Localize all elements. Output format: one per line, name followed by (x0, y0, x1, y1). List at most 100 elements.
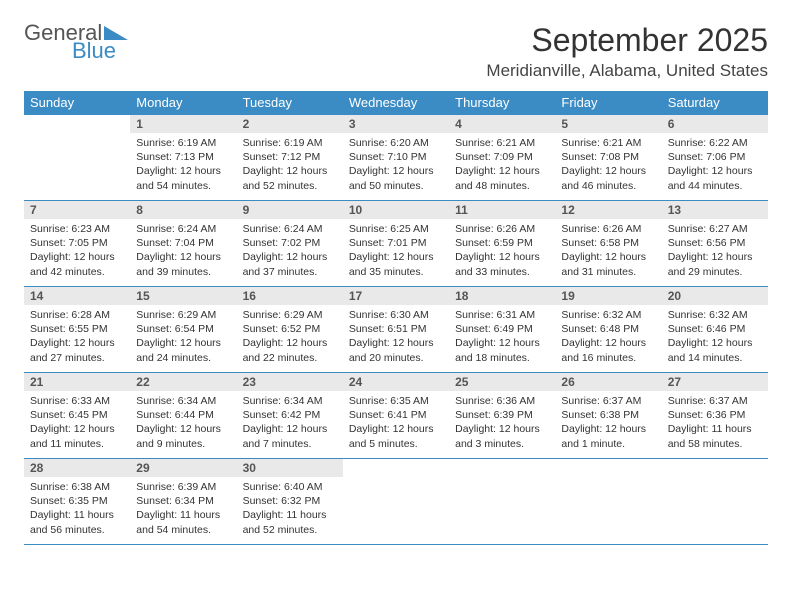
day-number: 10 (343, 201, 449, 219)
sunset-text: Sunset: 7:05 PM (30, 236, 124, 250)
sunset-text: Sunset: 7:10 PM (349, 150, 443, 164)
day-body: Sunrise: 6:39 AMSunset: 6:34 PMDaylight:… (130, 477, 236, 541)
daylight-text: Daylight: 12 hours and 7 minutes. (243, 422, 337, 450)
daylight-text: Daylight: 12 hours and 39 minutes. (136, 250, 230, 278)
sunrise-text: Sunrise: 6:21 AM (561, 136, 655, 150)
sunrise-text: Sunrise: 6:32 AM (561, 308, 655, 322)
sunrise-text: Sunrise: 6:40 AM (243, 480, 337, 494)
day-number: 29 (130, 459, 236, 477)
dow-header: Friday (555, 91, 661, 115)
sunset-text: Sunset: 6:56 PM (668, 236, 762, 250)
day-body: Sunrise: 6:29 AMSunset: 6:52 PMDaylight:… (237, 305, 343, 369)
daylight-text: Daylight: 12 hours and 9 minutes. (136, 422, 230, 450)
sunset-text: Sunset: 6:44 PM (136, 408, 230, 422)
day-of-week-row: Sunday Monday Tuesday Wednesday Thursday… (24, 91, 768, 115)
daylight-text: Daylight: 12 hours and 3 minutes. (455, 422, 549, 450)
sunset-text: Sunset: 6:51 PM (349, 322, 443, 336)
day-body: Sunrise: 6:24 AMSunset: 7:04 PMDaylight:… (130, 219, 236, 283)
daylight-text: Daylight: 12 hours and 1 minute. (561, 422, 655, 450)
sunrise-text: Sunrise: 6:26 AM (455, 222, 549, 236)
sunset-text: Sunset: 6:38 PM (561, 408, 655, 422)
daylight-text: Daylight: 12 hours and 52 minutes. (243, 164, 337, 192)
location-text: Meridianville, Alabama, United States (486, 61, 768, 81)
daylight-text: Daylight: 12 hours and 46 minutes. (561, 164, 655, 192)
day-body: Sunrise: 6:21 AMSunset: 7:08 PMDaylight:… (555, 133, 661, 197)
sunset-text: Sunset: 7:02 PM (243, 236, 337, 250)
sunrise-text: Sunrise: 6:24 AM (136, 222, 230, 236)
sunrise-text: Sunrise: 6:26 AM (561, 222, 655, 236)
sunrise-text: Sunrise: 6:32 AM (668, 308, 762, 322)
day-body: Sunrise: 6:26 AMSunset: 6:59 PMDaylight:… (449, 219, 555, 283)
daylight-text: Daylight: 12 hours and 29 minutes. (668, 250, 762, 278)
day-body: Sunrise: 6:25 AMSunset: 7:01 PMDaylight:… (343, 219, 449, 283)
sunset-text: Sunset: 6:39 PM (455, 408, 549, 422)
day-number: 23 (237, 373, 343, 391)
day-cell: 5Sunrise: 6:21 AMSunset: 7:08 PMDaylight… (555, 115, 661, 201)
sunset-text: Sunset: 7:08 PM (561, 150, 655, 164)
day-cell: 13Sunrise: 6:27 AMSunset: 6:56 PMDayligh… (662, 201, 768, 287)
day-body: Sunrise: 6:34 AMSunset: 6:42 PMDaylight:… (237, 391, 343, 455)
day-cell (449, 459, 555, 545)
day-number: 17 (343, 287, 449, 305)
day-number: 1 (130, 115, 236, 133)
day-cell (662, 459, 768, 545)
daylight-text: Daylight: 12 hours and 11 minutes. (30, 422, 124, 450)
sunset-text: Sunset: 6:58 PM (561, 236, 655, 250)
title-block: September 2025 Meridianville, Alabama, U… (486, 22, 768, 81)
week-row: 28Sunrise: 6:38 AMSunset: 6:35 PMDayligh… (24, 459, 768, 545)
dow-header: Monday (130, 91, 236, 115)
sunrise-text: Sunrise: 6:36 AM (455, 394, 549, 408)
day-cell: 11Sunrise: 6:26 AMSunset: 6:59 PMDayligh… (449, 201, 555, 287)
sunset-text: Sunset: 6:34 PM (136, 494, 230, 508)
day-cell: 18Sunrise: 6:31 AMSunset: 6:49 PMDayligh… (449, 287, 555, 373)
day-body: Sunrise: 6:35 AMSunset: 6:41 PMDaylight:… (343, 391, 449, 455)
day-number: 27 (662, 373, 768, 391)
day-number: 19 (555, 287, 661, 305)
day-body: Sunrise: 6:37 AMSunset: 6:38 PMDaylight:… (555, 391, 661, 455)
sunrise-text: Sunrise: 6:30 AM (349, 308, 443, 322)
sunset-text: Sunset: 6:41 PM (349, 408, 443, 422)
day-body: Sunrise: 6:30 AMSunset: 6:51 PMDaylight:… (343, 305, 449, 369)
day-number: 6 (662, 115, 768, 133)
daylight-text: Daylight: 12 hours and 20 minutes. (349, 336, 443, 364)
sunrise-text: Sunrise: 6:20 AM (349, 136, 443, 150)
day-cell: 22 Sunrise: 6:34 AMSunset: 6:44 PMDayligh… (130, 373, 236, 459)
daylight-text: Daylight: 12 hours and 14 minutes. (668, 336, 762, 364)
day-body: Sunrise: 6:36 AMSunset: 6:39 PMDaylight:… (449, 391, 555, 455)
sunrise-text: Sunrise: 6:29 AM (243, 308, 337, 322)
sunset-text: Sunset: 7:04 PM (136, 236, 230, 250)
daylight-text: Daylight: 12 hours and 16 minutes. (561, 336, 655, 364)
sunset-text: Sunset: 6:32 PM (243, 494, 337, 508)
day-cell: 23Sunrise: 6:34 AMSunset: 6:42 PMDayligh… (237, 373, 343, 459)
day-cell (555, 459, 661, 545)
daylight-text: Daylight: 12 hours and 50 minutes. (349, 164, 443, 192)
sunrise-text: Sunrise: 6:22 AM (668, 136, 762, 150)
daylight-text: Daylight: 12 hours and 48 minutes. (455, 164, 549, 192)
day-number: 7 (24, 201, 130, 219)
day-body: Sunrise: 6:20 AMSunset: 7:10 PMDaylight:… (343, 133, 449, 197)
day-number: 22 (130, 373, 236, 391)
sunrise-text: Sunrise: 6:27 AM (668, 222, 762, 236)
sunset-text: Sunset: 7:09 PM (455, 150, 549, 164)
sunrise-text: Sunrise: 6:34 AM (136, 394, 230, 408)
day-number: 14 (24, 287, 130, 305)
sunrise-text: Sunrise: 6:37 AM (561, 394, 655, 408)
day-body: Sunrise: 6:33 AMSunset: 6:45 PMDaylight:… (24, 391, 130, 455)
day-cell: 29Sunrise: 6:39 AMSunset: 6:34 PMDayligh… (130, 459, 236, 545)
day-number: 21 (24, 373, 130, 391)
dow-header: Thursday (449, 91, 555, 115)
sunset-text: Sunset: 6:54 PM (136, 322, 230, 336)
sunset-text: Sunset: 6:42 PM (243, 408, 337, 422)
sunset-text: Sunset: 6:35 PM (30, 494, 124, 508)
daylight-text: Daylight: 12 hours and 24 minutes. (136, 336, 230, 364)
day-number: 28 (24, 459, 130, 477)
day-cell: 10Sunrise: 6:25 AMSunset: 7:01 PMDayligh… (343, 201, 449, 287)
day-body: Sunrise: 6:37 AMSunset: 6:36 PMDaylight:… (662, 391, 768, 455)
day-number: 20 (662, 287, 768, 305)
dow-header: Tuesday (237, 91, 343, 115)
daylight-text: Daylight: 11 hours and 54 minutes. (136, 508, 230, 536)
dow-header: Saturday (662, 91, 768, 115)
daylight-text: Daylight: 12 hours and 54 minutes. (136, 164, 230, 192)
daylight-text: Daylight: 12 hours and 44 minutes. (668, 164, 762, 192)
sunset-text: Sunset: 7:01 PM (349, 236, 443, 250)
